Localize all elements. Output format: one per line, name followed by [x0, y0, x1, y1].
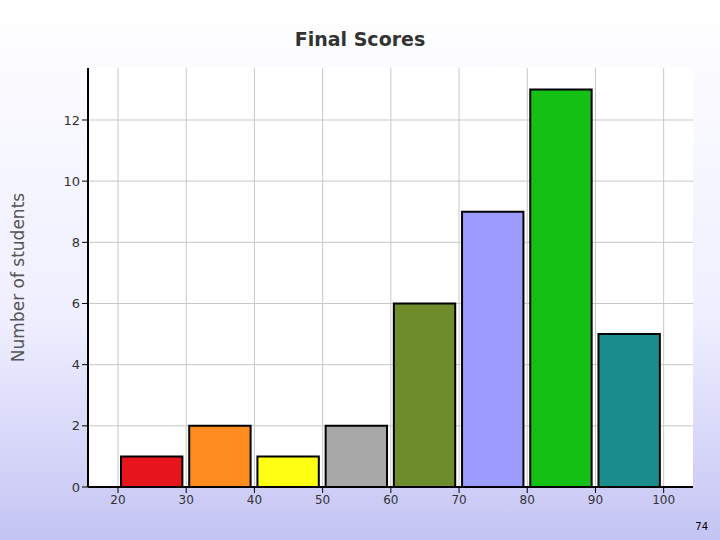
svg-text:30: 30	[179, 493, 194, 507]
svg-text:80: 80	[520, 493, 535, 507]
svg-text:6: 6	[72, 296, 80, 311]
svg-text:Number of students: Number of students	[8, 193, 28, 362]
html-text:Final Scores: Final Scores	[294, 28, 426, 50]
svg-text:8: 8	[72, 235, 80, 250]
html-text:74: 74	[695, 521, 708, 532]
svg-text:40: 40	[247, 493, 262, 507]
svg-text:20: 20	[110, 493, 125, 507]
svg-text:10: 10	[63, 174, 80, 189]
svg-text:12: 12	[63, 113, 80, 128]
svg-text:60: 60	[383, 493, 398, 507]
svg-text:90: 90	[588, 493, 603, 507]
svg-text:4: 4	[72, 357, 80, 372]
svg-text:70: 70	[451, 493, 466, 507]
svg-text:100: 100	[652, 493, 675, 507]
svg-text:2: 2	[72, 418, 80, 433]
svg-text:0: 0	[72, 480, 80, 495]
svg-text:50: 50	[315, 493, 330, 507]
